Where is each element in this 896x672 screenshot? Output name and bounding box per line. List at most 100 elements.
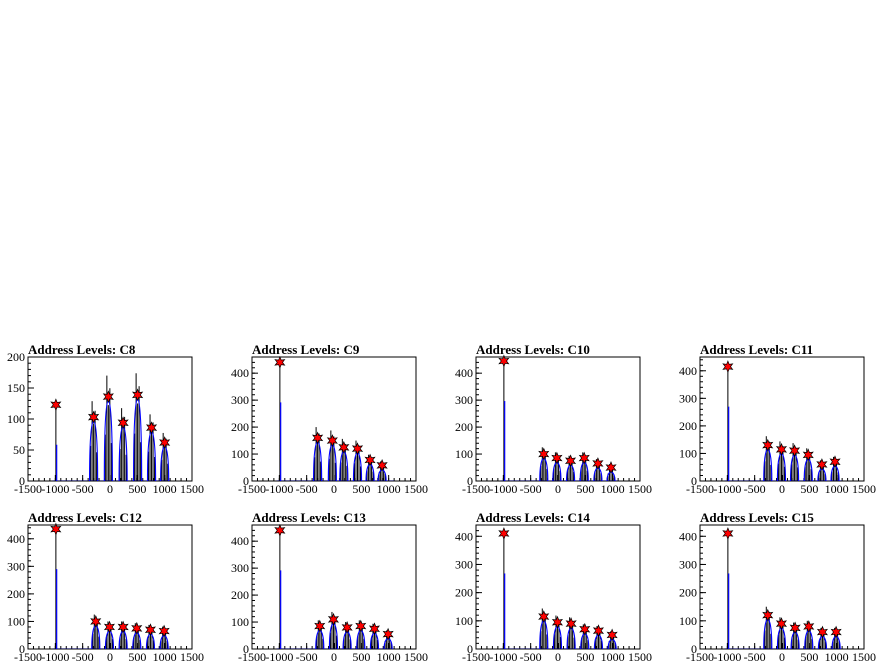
y-tick-label: 200: [7, 350, 25, 364]
peak-marker: [498, 354, 510, 368]
peak-marker: [578, 451, 590, 465]
x-tick-label: -500: [520, 482, 542, 496]
peak-marker: [274, 523, 286, 537]
x-tick-label: 1500: [852, 482, 876, 496]
x-tick-label: 1500: [852, 650, 876, 664]
y-tick-label: 100: [679, 446, 697, 460]
x-tick-label: -500: [296, 482, 318, 496]
y-tick-label: 0: [691, 474, 697, 488]
y-tick-label: 0: [691, 642, 697, 656]
y-tick-label: 300: [231, 561, 249, 575]
peak-marker: [117, 416, 129, 430]
y-tick-label: 300: [455, 393, 473, 407]
peak-marker: [762, 438, 774, 452]
y-tick-label: 0: [243, 642, 249, 656]
x-tick-label: 500: [352, 650, 370, 664]
x-tick-label: 1500: [628, 650, 652, 664]
x-tick-label: 1500: [404, 650, 428, 664]
peak-marker: [311, 431, 324, 445]
x-tick-label: 500: [576, 482, 594, 496]
x-tick-label: -500: [744, 650, 766, 664]
y-tick-label: 50: [13, 443, 25, 457]
peak-marker: [606, 628, 618, 642]
peak-marker: [775, 442, 788, 456]
chart-panel-2: Address Levels: C9 0 100 200 300 400 -1500 -100…: [231, 342, 428, 496]
x-tick-label: -1000: [713, 482, 741, 496]
x-tick-label: 1000: [825, 482, 849, 496]
peak-marker: [117, 620, 129, 634]
y-tick-label: 200: [455, 420, 473, 434]
y-tick-label: 100: [7, 412, 25, 426]
chart-title: Address Levels: C13: [252, 510, 366, 525]
y-tick-label: 0: [467, 642, 473, 656]
peak-marker: [50, 398, 62, 412]
x-tick-label: -1500: [14, 650, 42, 664]
x-tick-label: 0: [779, 482, 785, 496]
y-tick-label: 0: [19, 474, 25, 488]
x-tick-label: -1000: [41, 482, 69, 496]
peak-marker: [551, 615, 564, 629]
peak-marker: [368, 622, 381, 636]
chart-panel-6: Address Levels: C13 0 100 200 300 400 -1500 -10…: [231, 510, 428, 664]
y-tick-label: 200: [679, 586, 697, 600]
y-tick-label: 100: [7, 614, 25, 628]
x-tick-label: 1000: [377, 482, 401, 496]
peak-marker: [90, 614, 102, 628]
x-tick-label: 1000: [153, 482, 177, 496]
x-tick-label: -500: [744, 482, 766, 496]
peak-marker: [364, 453, 376, 467]
y-tick-label: 400: [455, 529, 473, 543]
peak-marker: [816, 625, 829, 639]
y-tick-label: 300: [7, 559, 25, 573]
peak-marker: [158, 624, 170, 638]
peak-marker: [498, 527, 510, 540]
x-tick-label: -1000: [489, 650, 517, 664]
x-tick-label: -1000: [713, 650, 741, 664]
peak-marker: [538, 447, 550, 461]
y-tick-label: 400: [679, 529, 697, 543]
x-tick-label: 0: [107, 650, 113, 664]
y-tick-label: 300: [679, 391, 697, 405]
peak-marker: [382, 627, 394, 641]
x-tick-label: -500: [520, 650, 542, 664]
peak-marker: [538, 610, 550, 624]
x-tick-label: 0: [331, 650, 337, 664]
x-tick-label: 1000: [825, 650, 849, 664]
y-tick-label: 0: [19, 642, 25, 656]
x-tick-label: 1500: [180, 482, 204, 496]
peak-marker: [145, 421, 158, 435]
peak-marker: [131, 621, 143, 635]
peak-marker: [274, 355, 286, 369]
y-tick-label: 100: [455, 447, 473, 461]
y-tick-label: 100: [231, 615, 249, 629]
y-tick-label: 200: [455, 586, 473, 600]
x-tick-label: 1000: [601, 650, 625, 664]
peak-marker: [775, 617, 788, 631]
x-tick-label: -1000: [265, 650, 293, 664]
y-tick-label: 100: [231, 447, 249, 461]
y-tick-label: 300: [231, 393, 249, 407]
chart-title: Address Levels: C10: [476, 342, 590, 357]
y-tick-label: 200: [231, 420, 249, 434]
peak-marker: [829, 455, 841, 469]
chart-title: Address Levels: C9: [252, 342, 360, 357]
peak-marker: [802, 448, 814, 462]
peak-marker: [144, 623, 157, 637]
x-tick-label: -1500: [686, 650, 714, 664]
y-tick-label: 200: [231, 588, 249, 602]
x-tick-label: 1500: [628, 482, 652, 496]
peak-marker: [87, 410, 100, 424]
x-tick-label: 500: [800, 482, 818, 496]
x-tick-label: 0: [555, 650, 561, 664]
peak-marker: [565, 617, 577, 631]
peak-marker: [803, 620, 815, 633]
peak-marker: [762, 608, 774, 622]
y-tick-label: 400: [7, 532, 25, 546]
peak-marker: [159, 436, 171, 450]
x-tick-label: -500: [296, 650, 318, 664]
chart-title: Address Levels: C15: [700, 510, 814, 525]
peak-marker: [592, 457, 604, 470]
chart-title: Address Levels: C14: [476, 510, 590, 525]
peak-marker: [722, 360, 734, 374]
x-tick-label: -1000: [489, 482, 517, 496]
